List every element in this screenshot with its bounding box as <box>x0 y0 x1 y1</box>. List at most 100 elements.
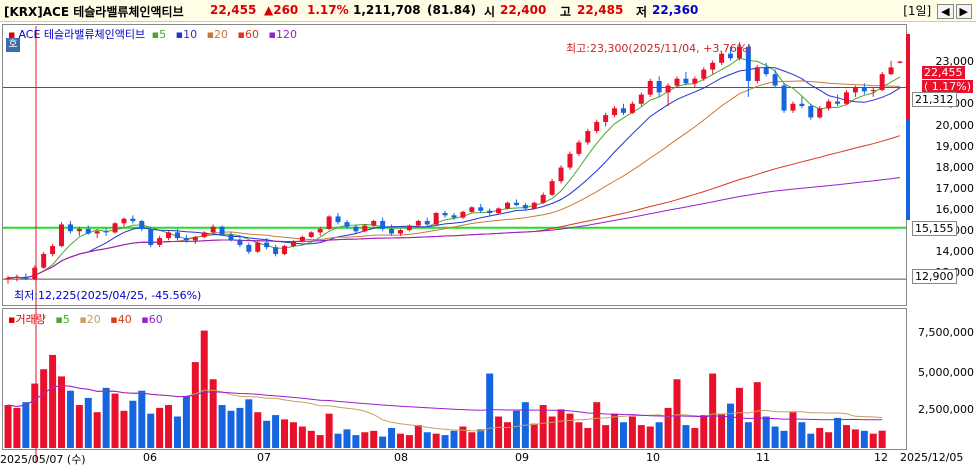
ma60-line <box>7 135 901 279</box>
ticker-name[interactable]: [KRX]ACE 테슬라밸류체인액티브 <box>4 5 184 19</box>
volume-bar <box>441 435 449 448</box>
period-selector[interactable]: [1일] ◀ ▶ <box>903 2 972 19</box>
volume-legend-name[interactable]: ▪거래량 <box>8 313 46 326</box>
candle-body <box>496 208 502 214</box>
volume-bar <box>816 427 824 448</box>
current-price-box: 22,455 <box>922 66 965 79</box>
candle-body <box>638 94 644 104</box>
volume-bar <box>530 423 538 448</box>
candle-body <box>576 142 582 154</box>
period-label[interactable]: [1일] <box>903 4 932 18</box>
volume-bar <box>504 422 512 448</box>
candle-body <box>5 277 11 280</box>
quote-header: [KRX]ACE 테슬라밸류체인액티브 22,455 ▲260 1.17% 1,… <box>0 0 976 22</box>
candle-body <box>808 106 814 118</box>
legend-vol-ma40[interactable]: ▪40 <box>110 313 132 326</box>
volume-bar <box>646 426 654 448</box>
candle-body <box>870 90 876 92</box>
volume-bar <box>495 416 503 448</box>
candle-body <box>843 92 849 104</box>
volume-bar <box>254 412 262 448</box>
candle-body <box>290 241 296 247</box>
legend-vol-ma5[interactable]: ▪5 <box>55 313 70 326</box>
candle-body <box>255 242 261 252</box>
candle-body <box>567 153 573 168</box>
candle-body <box>781 85 787 111</box>
open-price: 22,400 <box>500 3 547 17</box>
trade-volume: 1,211,708 <box>353 3 421 17</box>
legend-ma20[interactable]: ▪20 <box>206 28 229 41</box>
volume-bar <box>138 390 146 448</box>
volume-bar <box>111 393 119 448</box>
legend-ma5[interactable]: ▪5 <box>151 28 167 41</box>
price-range-bar-down <box>906 120 910 220</box>
candle-body <box>76 228 82 232</box>
volume-bar <box>619 422 627 448</box>
high-annotation: 최고:23,300(2025/11/04, +3.76%) <box>566 42 752 55</box>
volume-bar <box>405 435 413 448</box>
volume-legend: ▪거래량 ▪5 ▪20 ▪40 ▪60 <box>8 311 169 327</box>
volume-bar <box>691 427 699 448</box>
candle-body <box>692 78 698 84</box>
candle-body <box>335 216 341 223</box>
quote-badge[interactable]: 호 <box>6 38 20 52</box>
legend-series-name[interactable]: ACE 테슬라밸류체인액티브 <box>18 28 146 41</box>
x-axis: 2025/05/07 (수) 06 07 08 09 10 11 12 2025… <box>0 451 976 466</box>
candle-body <box>50 246 56 255</box>
candle-body <box>835 101 841 104</box>
volume-bar <box>165 405 173 448</box>
legend-ma120[interactable]: ▪120 <box>268 28 297 41</box>
open-label: 시 <box>484 5 496 19</box>
volume-tick: 2,500,000 <box>918 403 974 416</box>
candle-body <box>585 131 591 143</box>
volume-bar <box>869 433 877 448</box>
volume-bar <box>602 425 610 448</box>
scroll-right-button[interactable]: ▶ <box>955 4 972 19</box>
volume-bar <box>468 432 476 448</box>
volume-bar <box>396 433 404 448</box>
candle-body <box>41 254 47 268</box>
candle-body <box>790 103 796 111</box>
volume-bar <box>236 407 244 448</box>
volume-bar <box>334 433 342 448</box>
x-tick: 08 <box>394 451 408 464</box>
volume-bar <box>566 413 574 448</box>
candle-body <box>763 67 769 75</box>
candle-body <box>612 108 618 116</box>
price-tick: 16,000 <box>935 203 975 216</box>
candle-body <box>121 218 127 224</box>
volume-tick: 7,500,000 <box>918 326 974 339</box>
candle-body <box>67 224 73 232</box>
candle-body <box>85 228 91 234</box>
legend-ma10[interactable]: ▪10 <box>175 28 198 41</box>
candle-body <box>879 74 885 91</box>
volume-bar <box>245 399 253 448</box>
legend-series-marker: ▪ <box>8 28 16 41</box>
candle-body <box>745 46 751 81</box>
volume-bar <box>432 433 440 448</box>
legend-vol-ma20[interactable]: ▪20 <box>79 313 101 326</box>
high-price: 22,485 <box>577 3 624 17</box>
legend-ma60[interactable]: ▪60 <box>237 28 260 41</box>
candle-body <box>183 238 189 241</box>
candle-body <box>594 121 600 132</box>
candle-body <box>326 216 332 229</box>
candle-body <box>174 232 180 239</box>
volume-bar <box>379 436 387 448</box>
high-label: 고 <box>560 5 572 19</box>
volume-bar <box>575 422 583 448</box>
candle-body <box>505 202 511 209</box>
volume-bar <box>173 416 181 448</box>
volume-bar <box>628 416 636 448</box>
price-tick: 17,000 <box>935 182 975 195</box>
price-tick: 14,000 <box>935 245 975 258</box>
scroll-left-button[interactable]: ◀ <box>937 4 954 19</box>
volume-bar <box>370 430 378 448</box>
volume-tick: 5,000,000 <box>918 366 974 379</box>
volume-bar <box>789 412 797 448</box>
legend-vol-ma60[interactable]: ▪60 <box>141 313 163 326</box>
volume-bar <box>700 415 708 448</box>
candle-body <box>460 211 466 218</box>
candle-body <box>719 53 725 63</box>
